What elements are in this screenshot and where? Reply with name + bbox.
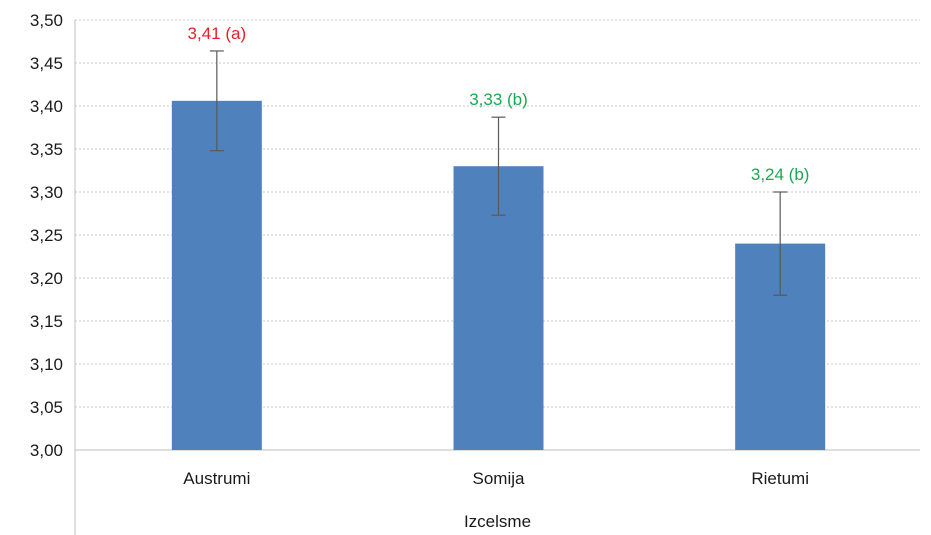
y-tick-label: 3,15 [30,312,63,331]
y-tick-label: 3,00 [30,441,63,460]
y-tick-label: 3,30 [30,183,63,202]
y-tick-label: 3,05 [30,398,63,417]
x-category-label: Rietumi [751,469,809,488]
bar-austrumi [171,100,262,450]
data-labels: 3,41 (a) 3,33 (b) 3,24 (b) [188,24,810,184]
x-category-labels: Austrumi Somija Rietumi [183,469,809,488]
data-label: 3,41 (a) [188,24,247,43]
x-category-label: Somija [473,469,526,488]
y-tick-labels: 3,00 3,05 3,10 3,15 3,20 3,25 3,30 3,35 3,40 3,45… [30,11,63,460]
y-tick-label: 3,20 [30,269,63,288]
error-bars [209,50,788,296]
y-tick-label: 3,10 [30,355,63,374]
y-tick-label: 3,35 [30,140,63,159]
group-axis-label: Izcelsme [464,512,531,531]
y-tick-label: 3,25 [30,226,63,245]
y-tick-label: 3,45 [30,54,63,73]
y-tick-label: 3,50 [30,11,63,30]
data-label: 3,24 (b) [751,165,810,184]
data-label: 3,33 (b) [469,90,528,109]
y-tick-label: 3,40 [30,97,63,116]
x-category-label: Austrumi [183,469,250,488]
